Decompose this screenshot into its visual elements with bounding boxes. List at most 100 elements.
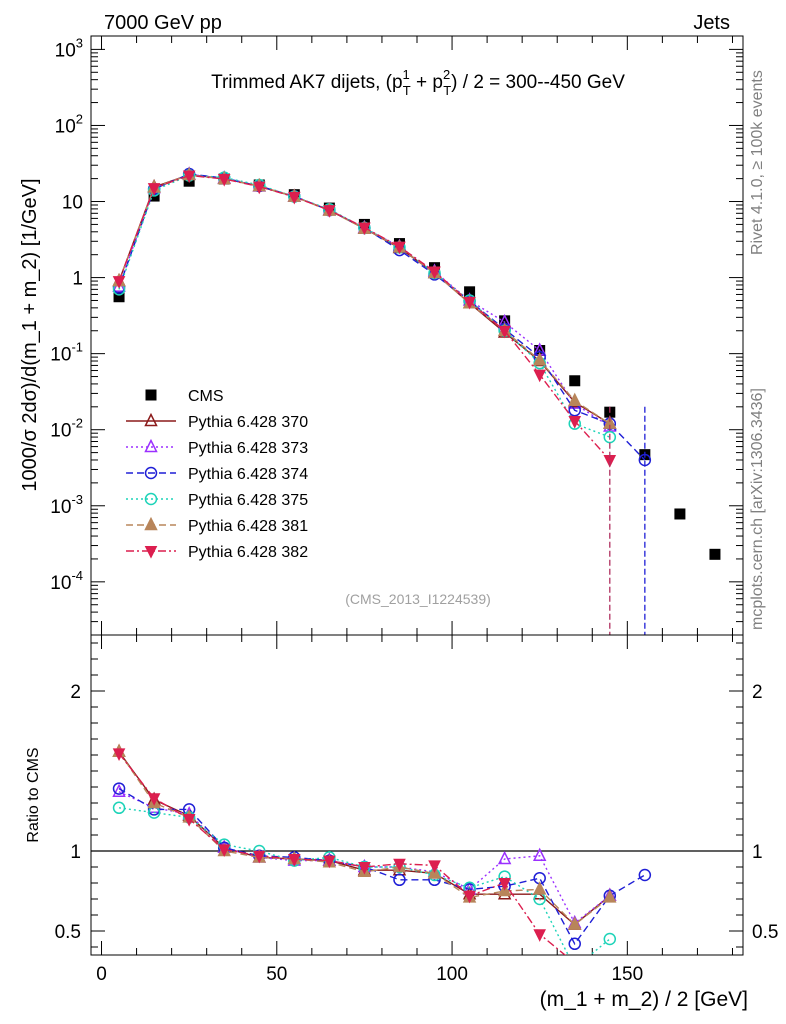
- legend-item: Pythia 6.428 370: [126, 412, 308, 431]
- ratio-point: [112, 748, 126, 762]
- ratio-y-tick-label: 0.5: [55, 922, 81, 943]
- ratio-pythia-6-428-370: [112, 743, 617, 930]
- data-point: [323, 205, 336, 218]
- ratio-point: [463, 890, 476, 904]
- main-y-tick-label: 10-1: [50, 340, 83, 366]
- legend-marker: [144, 516, 158, 531]
- main-y-axis-label: 1000/σ 2dσ)/d(m_1 + m_2) [1/GeV]: [19, 178, 41, 491]
- ratio-point: [288, 854, 301, 867]
- side-labels: Rivet 4.1.0, ≥ 100k events mcplots.cern.…: [749, 70, 766, 630]
- header-right-label: Jets: [693, 12, 730, 34]
- data-point: [498, 325, 511, 339]
- analysis-watermark: (CMS_2013_I1224539): [345, 591, 491, 607]
- data-point: [252, 181, 266, 195]
- ratio-point: [603, 889, 617, 903]
- data-point: [217, 173, 231, 187]
- legend-item: Pythia 6.428 381: [126, 516, 308, 535]
- ratio-line: [118, 791, 611, 925]
- ratio-pythia-6-428-374: [112, 782, 652, 951]
- ratio-point: [147, 793, 161, 806]
- ratio-y-axis-label: Ratio to CMS: [25, 747, 42, 842]
- ratio-pythia-6-428-381: [112, 743, 617, 930]
- data-point: [499, 315, 511, 327]
- main-panel: 10-4 10-3 10-2 10-1 1 10 102 103 Trimmed AK7 di…: [19, 35, 744, 636]
- x-tick-label: 50: [266, 964, 287, 985]
- ratio-pythia-6-428-382: [112, 748, 567, 955]
- ratio-point: [217, 844, 231, 858]
- data-point: [674, 508, 686, 520]
- legend-marker: [144, 466, 158, 480]
- data-point: [532, 352, 547, 366]
- legend-marker: [144, 412, 158, 427]
- legend-marker: [145, 389, 157, 401]
- data-point: [113, 291, 125, 303]
- main-axes: 10-4 10-3 10-2 10-1 1 10 102 103: [50, 35, 743, 636]
- data-point: [112, 276, 126, 289]
- data-point: [428, 266, 441, 280]
- main-y-tick-label: 103: [55, 35, 83, 61]
- main-y-tick-label: 10-4: [50, 568, 83, 594]
- ratio-point: [393, 873, 406, 887]
- ratio-y-tick-label-right: 2: [752, 682, 763, 703]
- ratio-point: [568, 937, 581, 951]
- main-y-tick-label: 10-3: [50, 492, 83, 518]
- ratio-point: [533, 929, 546, 942]
- legend-label: Pythia 6.428 373: [188, 440, 308, 457]
- legend-label: Pythia 6.428 370: [188, 414, 308, 431]
- ratio-point: [393, 858, 406, 872]
- ratio-panel-frame: [90, 634, 744, 956]
- ratio-point: [112, 801, 126, 815]
- header-left-label: 7000 GeV pp: [104, 12, 222, 34]
- series-line: [118, 174, 611, 425]
- ratio-y-tick-label-right: 1: [752, 842, 763, 863]
- ratio-point: [112, 782, 126, 795]
- legend-item: Pythia 6.428 375: [126, 492, 308, 509]
- legend-item: CMS: [145, 388, 224, 405]
- main-series: [112, 166, 721, 635]
- ratio-point: [182, 814, 196, 827]
- legend-marker: [144, 546, 158, 559]
- series-pythia-6-428-382: [112, 170, 617, 468]
- x-axis-label: (m_1 + m_2) / 2 [GeV]: [540, 988, 748, 1011]
- main-y-tick-label: 102: [55, 111, 83, 137]
- data-point: [709, 548, 721, 560]
- data-point: [603, 430, 617, 444]
- ratio-y-tick-label: 1: [70, 842, 81, 863]
- legend-item: Pythia 6.428 373: [126, 438, 308, 457]
- data-point: [147, 183, 161, 196]
- error-bars: [609, 406, 646, 635]
- ratio-pythia-6-428-373: [112, 783, 617, 929]
- ratio-line: [118, 787, 646, 946]
- data-point: [533, 369, 546, 383]
- ratio-point: [532, 881, 547, 895]
- ratio-point: [603, 932, 617, 946]
- ratio-point: [252, 850, 266, 864]
- legend: CMS Pythia 6.428 370 Pythia 6.428 373 Pythi…: [126, 388, 308, 561]
- x-tick-label: 100: [436, 964, 468, 985]
- mcplots-reference-label: mcplots.cern.ch [arXiv:1306.3436]: [749, 388, 766, 630]
- data-point: [568, 416, 582, 429]
- ratio-y-tick-label: 2: [70, 682, 81, 703]
- rivet-version-label: Rivet 4.1.0, ≥ 100k events: [749, 70, 766, 255]
- legend-item: Pythia 6.428 374: [126, 466, 308, 483]
- ratio-axes: 0.5 0.5 1 1 2 2 0 50 100 150: [55, 635, 778, 985]
- data-point: [568, 392, 582, 407]
- chart-title: Trimmed AK7 dijets, (p1 T + p2 T) / 2 = 30…: [211, 67, 625, 98]
- ratio-point: [428, 860, 441, 874]
- legend-label: Pythia 6.428 381: [188, 518, 308, 535]
- legend-label: CMS: [188, 388, 224, 405]
- legend-item: Pythia 6.428 382: [126, 544, 308, 561]
- x-tick-label: 150: [611, 964, 643, 985]
- legend-marker: [144, 492, 158, 506]
- legend-label: Pythia 6.428 382: [188, 544, 308, 561]
- main-y-tick-label: 10: [62, 193, 83, 214]
- ratio-panel: 0.5 0.5 1 1 2 2 0 50 100 150 Ratio to CMS (m_1 + …: [25, 634, 778, 1011]
- legend-label: Pythia 6.428 374: [188, 466, 308, 483]
- data-point: [288, 191, 301, 205]
- x-tick-label: 0: [96, 964, 107, 985]
- legend-label: Pythia 6.428 375: [188, 492, 308, 509]
- series-line: [118, 173, 611, 425]
- ratio-point: [568, 916, 582, 930]
- ratio-point: [532, 847, 547, 862]
